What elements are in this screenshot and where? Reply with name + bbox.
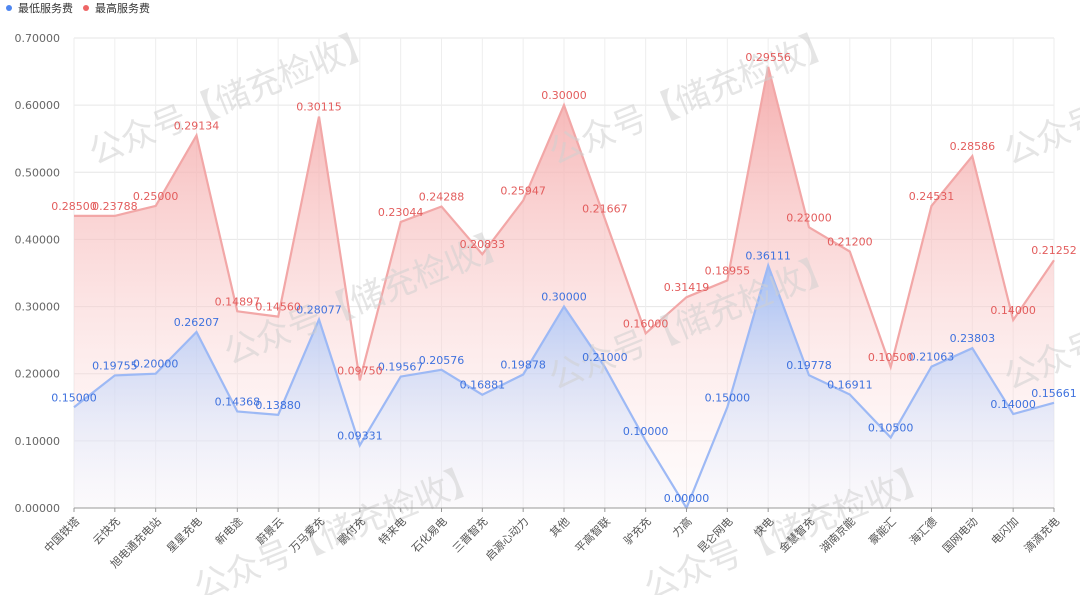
x-tick-label: 国网电动 (940, 515, 980, 555)
y-tick-label: 0.00000 (15, 502, 61, 515)
data-label-max: 0.22000 (786, 211, 832, 224)
legend-label-max: 最高服务费 (95, 2, 150, 15)
y-tick-label: 0.20000 (15, 368, 61, 381)
data-label-max: 0.14560 (255, 301, 301, 314)
data-label-min: 0.14368 (215, 396, 261, 409)
x-tick-label: 星星充电 (164, 514, 205, 555)
data-label-max: 0.30000 (541, 89, 587, 102)
legend-dot-min (6, 5, 12, 11)
data-label-min: 0.10500 (868, 422, 914, 435)
data-label-min: 0.19878 (500, 359, 546, 372)
x-tick-label: 其他 (547, 515, 572, 540)
x-tick-label: 力高 (669, 514, 694, 539)
series-area-min (74, 265, 1054, 508)
data-label-max: 0.16000 (623, 317, 669, 330)
data-label-min: 0.15661 (1031, 387, 1077, 400)
data-label-max: 0.21252 (1031, 244, 1077, 257)
data-label-max: 0.14000 (990, 304, 1036, 317)
data-label-min: 0.10000 (623, 425, 669, 438)
data-label-max: 0.25947 (500, 184, 546, 197)
data-label-min: 0.23803 (950, 332, 996, 345)
data-label-min: 0.21063 (909, 351, 955, 364)
legend-item-min[interactable]: 最低服务费 (6, 0, 73, 16)
data-label-min: 0.13880 (255, 399, 301, 412)
data-label-min: 0.20000 (133, 358, 179, 371)
data-label-min: 0.16881 (460, 379, 506, 392)
y-tick-label: 0.40000 (15, 233, 61, 246)
y-tick-label: 0.10000 (15, 435, 61, 448)
data-label-min: 0.09331 (337, 429, 383, 442)
x-tick-label: 启源心动力 (482, 514, 531, 563)
x-tick-label: 驴充充 (621, 514, 654, 547)
data-label-max: 0.24288 (419, 191, 465, 204)
data-label-min: 0.19567 (378, 361, 424, 374)
data-label-max: 0.25000 (133, 190, 179, 203)
data-label-max: 0.30115 (296, 101, 342, 114)
y-tick-label: 0.60000 (15, 99, 61, 112)
data-label-min: 0.00000 (664, 492, 710, 505)
data-label-max: 0.10500 (868, 351, 914, 364)
series-line-max (74, 66, 1055, 381)
y-tick-label: 0.30000 (15, 301, 61, 314)
data-label-min: 0.28077 (296, 303, 342, 316)
watermark-text: 公众号【储充检收】 (83, 22, 382, 174)
y-tick-label: 0.50000 (15, 166, 61, 179)
data-label-max: 0.14897 (215, 295, 261, 308)
data-label-min: 0.20576 (419, 354, 465, 367)
data-label-max: 0.23044 (378, 206, 424, 219)
legend-item-max[interactable]: 最高服务费 (83, 0, 150, 16)
x-tick-label: 云快充 (90, 514, 123, 547)
series-line-min (73, 261, 1055, 511)
x-tick-label: 海汇德 (906, 514, 939, 547)
data-label-max: 0.29134 (174, 119, 220, 132)
data-label-max: 0.18955 (705, 264, 751, 277)
data-label-max: 0.31419 (664, 281, 710, 294)
x-tick-label: 电闪加 (988, 514, 1021, 547)
data-label-min: 0.15000 (705, 391, 751, 404)
data-label-max: 0.20833 (460, 238, 506, 251)
x-tick-label: 三晋智充 (449, 514, 490, 555)
data-label-min: 0.16911 (827, 378, 873, 391)
data-label-min: 0.26207 (174, 316, 220, 329)
watermark-text: 公众号【储充检收】 (543, 22, 842, 174)
data-label-max: 0.29556 (745, 51, 791, 64)
x-tick-label: 平高智联 (572, 514, 613, 555)
x-tick-label: 中国铁塔 (42, 515, 82, 555)
x-tick-label: 新电途 (212, 514, 245, 547)
data-label-min: 0.14000 (990, 398, 1036, 411)
data-label-min: 0.36111 (745, 250, 791, 263)
watermark-text: 公众号【储充检收】 (998, 22, 1080, 174)
series-areas (73, 66, 1055, 511)
data-label-max: 0.28500 (51, 200, 97, 213)
data-label-min: 0.19778 (786, 359, 832, 372)
data-label-min: 0.15000 (51, 391, 97, 404)
chart-legend: 最低服务费 最高服务费 (6, 0, 150, 16)
legend-label-min: 最低服务费 (18, 2, 73, 15)
data-label-max: 0.28586 (950, 140, 996, 153)
data-label-min: 0.19755 (92, 359, 138, 372)
data-label-min: 0.30000 (541, 291, 587, 304)
y-tick-label: 0.70000 (15, 32, 61, 45)
data-label-max: 0.21200 (827, 236, 873, 249)
legend-dot-max (83, 5, 89, 11)
data-label-max: 0.09750 (337, 364, 383, 377)
x-tick-label: 滴滴充电 (1021, 514, 1062, 555)
data-label-min: 0.21000 (582, 351, 628, 364)
data-label-max: 0.24531 (909, 190, 955, 203)
data-label-max: 0.21667 (582, 203, 628, 216)
data-label-max: 0.23788 (92, 200, 138, 213)
